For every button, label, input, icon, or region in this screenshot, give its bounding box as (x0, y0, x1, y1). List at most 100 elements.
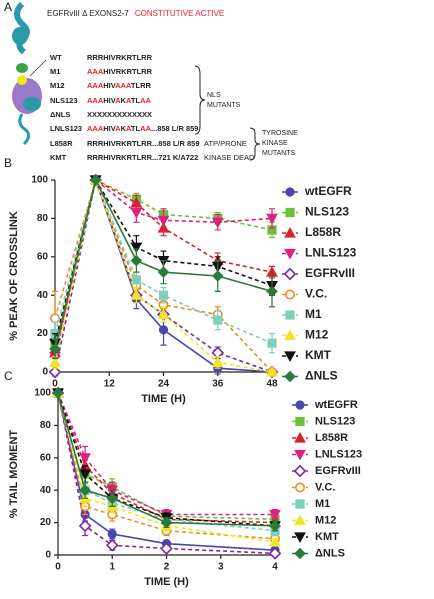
marker (130, 254, 143, 267)
row-name: KMT (50, 153, 67, 162)
sequence: RRRHIVRKRTLRR...858 L/R 859 (87, 139, 200, 148)
marker (49, 356, 61, 368)
legend-label: wtEGFR (304, 184, 352, 198)
marker (211, 217, 224, 229)
title-text: EGFRvIII Δ EXONS2-7 (47, 9, 129, 18)
legend-marker (295, 416, 305, 427)
x-tick-label: 0 (55, 562, 61, 573)
marker (266, 365, 278, 377)
series (50, 175, 277, 354)
protein-domain (23, 97, 41, 111)
protein-domain (16, 63, 28, 73)
marker (89, 174, 102, 186)
sequence: RRRHIVRKRTLRR (87, 53, 153, 62)
series (52, 387, 281, 532)
marker (157, 266, 170, 278)
marker (48, 365, 62, 379)
sequence-segment: AA (140, 124, 151, 133)
sequence-segment: AAA (87, 96, 104, 105)
y-tick-label: 80 (40, 420, 52, 431)
marker (79, 469, 92, 481)
x-axis-label: TIME (H) (141, 393, 186, 405)
marker (266, 285, 278, 298)
group-label: MUTANTS (207, 102, 241, 109)
row-name: L858R (50, 139, 73, 148)
y-tick-label: 40 (37, 290, 49, 301)
marker (211, 356, 224, 368)
title-note: CONSTITUTIVE ACTIVE (135, 9, 224, 18)
x-tick-label: 3 (218, 562, 224, 573)
legend-label: ΔNLS (305, 369, 338, 383)
sequence: RRRHIVRKRTLRR...721 K/A722 (87, 153, 198, 162)
sequence-segment: K (121, 96, 127, 105)
group-label: TYROSINE (262, 130, 298, 137)
sequence-segment: A (115, 96, 121, 105)
sequence-segment: AA (140, 96, 151, 105)
series-line (57, 392, 276, 540)
series-line (57, 392, 276, 543)
bracket (249, 127, 261, 161)
legend-label: wtEGFR (314, 399, 358, 411)
legend-label: ΔNLS (315, 547, 345, 559)
row-name: WT (50, 53, 62, 62)
series-line (54, 177, 273, 350)
protein-icon (12, 1, 47, 146)
x-tick-label: 24 (158, 379, 170, 390)
series-line (57, 392, 276, 527)
legend-marker (284, 289, 295, 300)
marker (160, 516, 173, 529)
legend-marker (295, 499, 305, 509)
marker (211, 270, 224, 282)
group-label: NLS (207, 92, 221, 99)
legend-marker (285, 310, 295, 320)
marker (158, 290, 169, 300)
diagram-title: EGFRvIII Δ EXONS2-7 CONSTITUTIVE ACTIVE (47, 9, 224, 18)
sequence-segment: A (115, 124, 121, 133)
y-axis-label: % TAIL MOMENT (8, 430, 20, 518)
sequence-segment: AAA (87, 124, 104, 133)
legend-marker (295, 400, 305, 410)
marker (213, 315, 223, 325)
y-tick-label: 60 (40, 452, 52, 463)
legend-label: M12 (305, 328, 329, 342)
sequence-segment: ...858 L/R 859 (151, 124, 199, 133)
sequence-segment: HIV (103, 96, 116, 105)
x-tick-label: 2 (164, 562, 170, 573)
legend-marker (283, 267, 297, 281)
x-axis-label: TIME (H) (144, 576, 189, 588)
sequence-segment: RRRHIVRKRTLRR...858 L/R 859 (87, 139, 200, 148)
legend-label: M1 (305, 307, 322, 321)
row-name: M1 (50, 67, 60, 76)
panel-label: B (4, 156, 12, 170)
legend-label: M1 (315, 498, 330, 510)
marker (52, 387, 64, 399)
legend-marker (284, 370, 296, 383)
legend-marker (285, 207, 295, 218)
protein-tail (18, 113, 31, 146)
marker (107, 529, 117, 539)
sequence-segment: HIVRKRTLRR (103, 67, 152, 76)
legend-marker (294, 449, 306, 461)
marker (49, 313, 60, 324)
legend-label: NLS123 (315, 415, 355, 427)
sequence-segment: TLRR (131, 81, 152, 90)
legend-label: M12 (315, 514, 336, 526)
y-tick-label: 40 (40, 485, 52, 496)
sequence-segment: AAA (87, 67, 104, 76)
row-name: LNLS123 (50, 124, 82, 133)
y-tick-label: 20 (37, 328, 49, 339)
legend-marker (294, 547, 306, 560)
sequence-segment: AAA (115, 81, 132, 90)
marker (157, 215, 170, 227)
marker (268, 547, 282, 560)
legend-marker (284, 248, 296, 260)
x-tick-label: 4 (272, 562, 278, 573)
marker (130, 242, 143, 254)
y-tick-label: 0 (45, 550, 51, 561)
x-tick-label: 1 (109, 562, 115, 573)
legend-label: LNLS123 (315, 448, 362, 460)
marker (79, 453, 92, 464)
sequence-segment: AAA (87, 81, 104, 90)
sequence-segment: HIV (103, 124, 116, 133)
